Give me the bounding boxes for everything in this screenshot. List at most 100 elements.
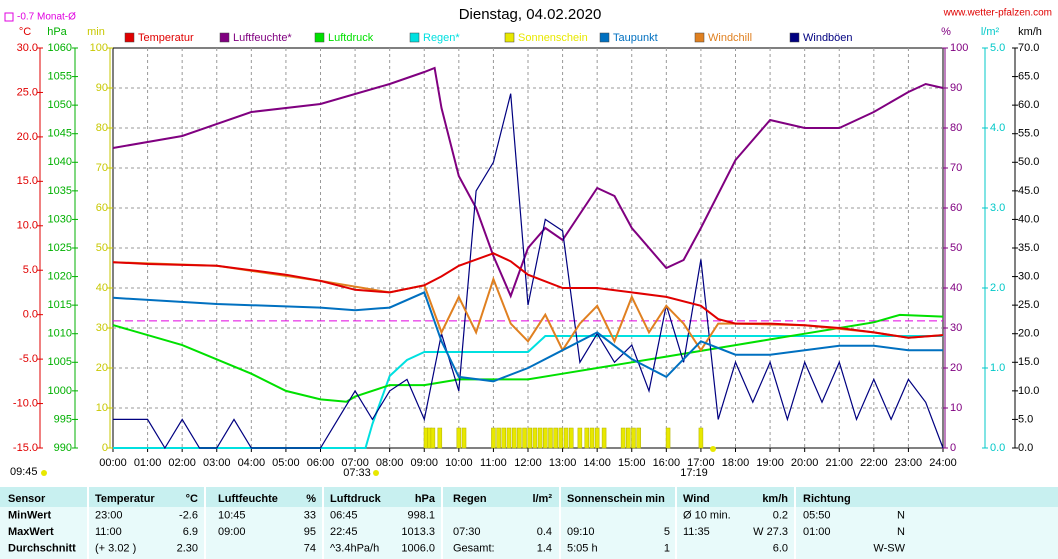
bar <box>501 427 507 449</box>
legend-swatch <box>599 32 610 43</box>
table-cell: 10:45 <box>218 509 246 521</box>
x-tick-label: 13:00 <box>549 457 577 469</box>
table-cell: W 27.3 <box>753 526 788 538</box>
x-tick-label: 04:00 <box>238 457 266 469</box>
table-cell: 1006.0 <box>401 542 435 554</box>
x-tick-label: 06:00 <box>307 457 335 469</box>
bar <box>532 427 538 449</box>
y-tick-label: 90 <box>950 82 962 94</box>
legend-label: Regen* <box>423 32 460 44</box>
x-tick-label: 09:00 <box>410 457 438 469</box>
bar <box>517 427 522 449</box>
table-cell: 01:00 <box>803 526 831 538</box>
x-tick-label: 20:00 <box>791 457 819 469</box>
table-cell: 5:05 h <box>567 542 598 554</box>
legend-swatch <box>789 32 800 43</box>
y-tick-label: 5.0 <box>990 42 1005 54</box>
y-tick-label: 60 <box>950 202 962 214</box>
y-tick-label: 1035 <box>48 185 72 197</box>
y-tick-label: 65.0 <box>1018 70 1039 82</box>
bar <box>698 427 704 449</box>
y-tick-label: 10.0 <box>1018 385 1039 397</box>
axis-unit: °C <box>19 26 31 38</box>
table-header: Wind <box>683 493 710 505</box>
bar <box>506 427 512 449</box>
x-tick-label: 01:00 <box>134 457 162 469</box>
x-tick-label: 10:00 <box>445 457 473 469</box>
y-tick-label: 55.0 <box>1018 128 1039 140</box>
x-tick-label: 17:00 <box>687 457 715 469</box>
bar <box>527 427 532 449</box>
table-cell: 11:00 <box>95 526 122 538</box>
table-cell: 6.0 <box>773 542 788 554</box>
x-tick-label: 07:00 <box>341 457 369 469</box>
y-tick-label: 1055 <box>48 70 72 82</box>
legend-label: Windböen <box>803 32 853 44</box>
bar <box>594 427 600 449</box>
series-line <box>112 291 943 383</box>
sunset: 17:19 <box>680 467 708 479</box>
y-tick-label: 80 <box>96 122 108 134</box>
y-tick-label: 0.0 <box>23 309 38 321</box>
table-header: °C <box>186 493 198 505</box>
y-tick-label: 50 <box>950 242 962 254</box>
y-tick-label: 30 <box>950 322 962 334</box>
y-tick-label: 90 <box>96 82 108 94</box>
bar <box>577 427 583 449</box>
y-tick-label: 2.0 <box>990 282 1005 294</box>
y-tick-label: 35.0 <box>1018 242 1039 254</box>
series-line <box>112 313 944 403</box>
legend-label: Windchill <box>708 32 752 44</box>
bar <box>456 427 462 449</box>
y-tick-label: 1.0 <box>990 362 1005 374</box>
bar <box>522 427 527 449</box>
updated: 09:45 <box>10 466 38 478</box>
legend-swatch <box>4 12 14 22</box>
y-tick-label: -10.0 <box>13 397 38 409</box>
sunrise: 07:33 <box>343 467 371 479</box>
sun-icon <box>710 446 716 452</box>
table-cell: 33 <box>304 509 316 521</box>
table-cell: W-SW <box>873 542 905 554</box>
legend-label: Taupunkt <box>613 32 658 44</box>
series-line <box>112 252 944 339</box>
y-tick-label: 25.0 <box>1018 299 1039 311</box>
series-line <box>112 66 944 299</box>
legend-label: Luftfeuchte* <box>233 32 292 44</box>
table-header: Sonnenschein min <box>567 493 665 505</box>
bar <box>631 427 636 449</box>
y-tick-label: 1060 <box>48 42 72 54</box>
y-tick-label: 10 <box>950 402 962 414</box>
table-cell: 95 <box>304 526 316 538</box>
table-cell: ^3.4hPa/h <box>330 542 379 554</box>
table-cell: N <box>897 526 905 538</box>
y-tick-label: -5.0 <box>19 353 38 365</box>
table-cell: 11:35 <box>683 526 710 538</box>
table-cell: 2.30 <box>177 542 198 554</box>
chart-title: Dienstag, 04.02.2020 <box>459 6 602 23</box>
y-tick-label: 1010 <box>48 328 72 340</box>
bar <box>537 427 543 449</box>
bar <box>626 427 631 449</box>
table-cell: N <box>897 509 905 521</box>
legend-swatch <box>694 32 705 43</box>
y-tick-label: 15.0 <box>1018 356 1039 368</box>
x-tick-label: 18:00 <box>722 457 750 469</box>
bar <box>511 427 517 449</box>
y-tick-label: 40.0 <box>1018 213 1039 225</box>
legend-swatch <box>409 32 420 43</box>
source: www.wetter-pfalzen.com <box>943 8 1052 19</box>
table-cell: 1.4 <box>537 542 552 554</box>
y-tick-label: 10.0 <box>17 220 38 232</box>
table-cell: 09:10 <box>567 526 595 538</box>
bar <box>584 427 590 449</box>
legend-label: Temperatur <box>138 32 194 44</box>
y-tick-label: 60.0 <box>1018 99 1039 111</box>
y-tick-label: 60 <box>96 202 108 214</box>
bar <box>620 427 626 449</box>
legend-swatch <box>219 32 230 43</box>
table-cell: 1 <box>664 542 670 554</box>
axis-unit: % <box>941 26 951 38</box>
x-tick-label: 12:00 <box>514 457 542 469</box>
table-cell: (+ 3.02 ) <box>95 542 136 554</box>
